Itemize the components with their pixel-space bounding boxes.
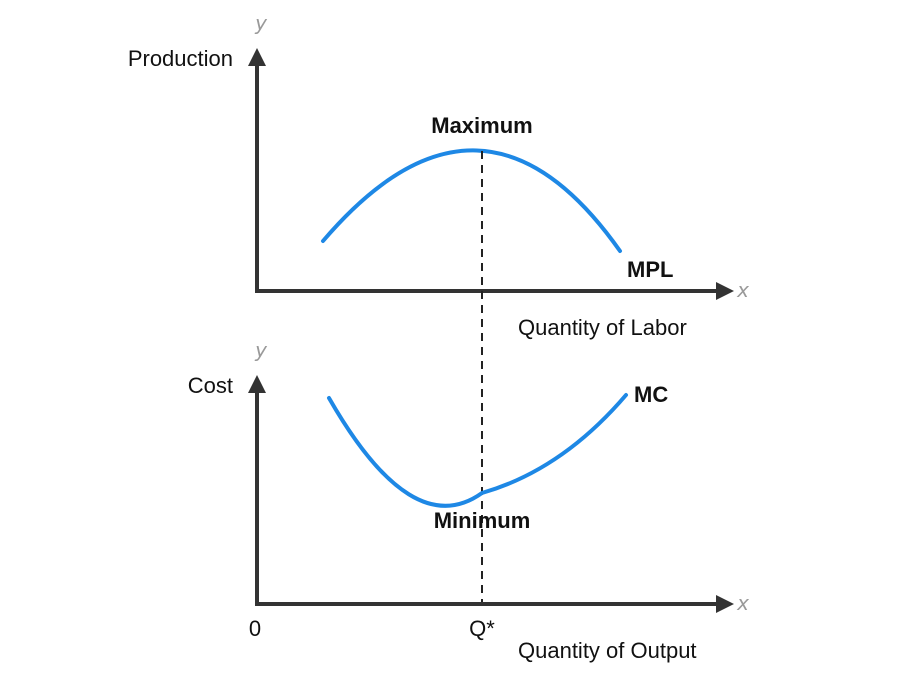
maximum-label: Maximum — [431, 113, 532, 138]
minimum-label: Minimum — [434, 508, 531, 533]
top-x-axis-letter: x — [736, 278, 749, 302]
mc-curve — [327, 393, 628, 508]
quantity-of-output-label: Quantity of Output — [518, 638, 697, 663]
top-y-axis-arrow — [248, 48, 266, 66]
origin-label: 0 — [249, 616, 261, 641]
quantity-of-labor-label: Quantity of Labor — [518, 315, 687, 340]
bottom-x-axis-letter: x — [736, 591, 749, 615]
mpl-curve — [321, 148, 622, 253]
top-panel: y x Production Quantity of Labor Maximum… — [128, 11, 749, 340]
bottom-y-axis-arrow — [248, 375, 266, 393]
bottom-x-axis-arrow — [716, 595, 734, 613]
bottom-panel: y x Cost Quantity of Output Minimum MC 0… — [188, 338, 749, 663]
mpl-label: MPL — [627, 257, 673, 282]
mc-label: MC — [634, 382, 668, 407]
q-star-label: Q* — [469, 616, 495, 641]
bottom-y-axis-letter: y — [254, 338, 268, 362]
top-x-axis-arrow — [716, 282, 734, 300]
cost-axis-label: Cost — [188, 373, 233, 398]
production-axis-label: Production — [128, 46, 233, 71]
top-y-axis-letter: y — [254, 11, 268, 35]
